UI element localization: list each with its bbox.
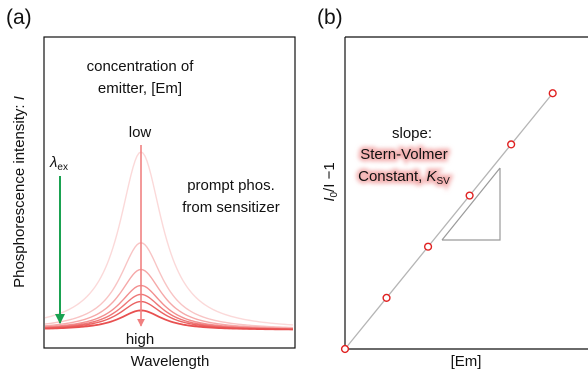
data-point-1 (340, 344, 350, 354)
data-points (340, 89, 557, 354)
slope-label-line3: Constant, KSV (358, 168, 450, 187)
svg-text:Constant, KSV: Constant, KSV (358, 168, 450, 187)
emission-curves (44, 151, 294, 331)
emission-curve-5 (44, 293, 294, 330)
emission-curve-7 (44, 309, 294, 331)
prompt-label-line1: prompt phos. (187, 177, 275, 194)
panel-b-label: (b) (317, 6, 343, 29)
fit-line (344, 92, 554, 350)
emission-curve-2 (44, 242, 294, 329)
y-axis-title-a: Phosphorescence intensity: I (11, 96, 28, 288)
panel-a: (a) concentration of emitter, [Em] low h… (6, 6, 296, 370)
slope-label-line1: slope: (392, 125, 432, 142)
y-axis-title-b: I0/I −1 (321, 162, 340, 201)
data-point-4 (465, 191, 474, 200)
slope-highlight: Stern-Volmer Constant, KSV (356, 144, 453, 190)
y-axis-title-a-text: Phosphorescence intensity: (11, 100, 28, 288)
data-point-6 (548, 89, 557, 98)
concentration-label-line1: concentration of (87, 58, 195, 75)
panel-a-frame (43, 36, 296, 349)
x-axis-title-b: [Em] (451, 353, 482, 370)
data-point-2 (382, 293, 391, 302)
excitation-label: λex (49, 154, 68, 173)
emission-curve-1 (44, 151, 294, 326)
excitation-subscript: ex (57, 162, 68, 173)
emission-curve-4 (44, 284, 294, 330)
slope-triangle (442, 168, 501, 241)
y-axis-title-a-symbol: I (11, 96, 28, 100)
slope-triangle-hypotenuse (441, 167, 501, 241)
svg-text:Stern-Volmer: Stern-Volmer (360, 146, 448, 163)
emission-curve-3 (44, 268, 294, 329)
y-axis-title-b-sub: 0 (329, 192, 340, 198)
concentration-label-line2: emitter, [Em] (98, 80, 182, 97)
y-axis-title-b-base: I (321, 198, 338, 202)
slope-label-line2: Stern-Volmer (360, 146, 448, 163)
data-point-5 (507, 140, 516, 149)
high-label: high (126, 331, 154, 348)
low-label: low (129, 124, 152, 141)
y-axis-title-b-rest: /I −1 (321, 162, 338, 192)
panel-b: (b) slope: Stern-Volmer Constant, KSV St… (317, 6, 588, 370)
panel-a-label: (a) (6, 6, 32, 29)
data-point-3 (423, 242, 433, 251)
x-axis-title-a: Wavelength (131, 353, 210, 370)
prompt-label-line2: from sensitizer (182, 199, 280, 216)
slope-symbol: K (427, 168, 438, 185)
excitation-symbol: λ (49, 154, 57, 171)
slope-subscript: SV (437, 176, 451, 187)
